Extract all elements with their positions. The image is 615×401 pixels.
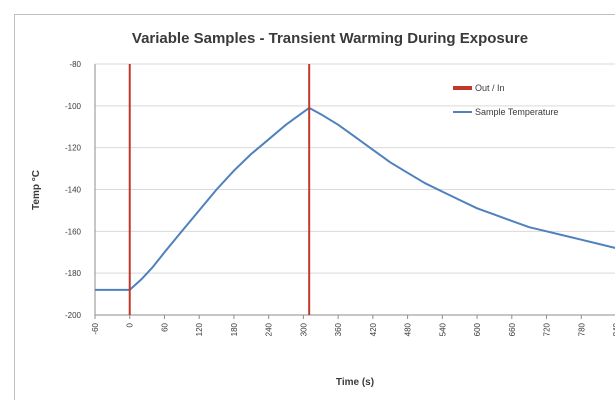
chart-frame: Variable Samples - Transient Warming Dur… bbox=[14, 14, 615, 400]
y-tick-label: -180 bbox=[65, 269, 82, 278]
x-tick-labels: -60 0 60 120 180 240 300 360 420 480 540 600 660 720 7… bbox=[91, 322, 615, 336]
legend: Out / In Sample Temperature bbox=[453, 83, 558, 117]
chart-svg: Variable Samples - Transient Warming Dur… bbox=[31, 30, 615, 388]
y-tick-labels: -80 -100 -120 -140 -160 -180 -200 bbox=[65, 60, 82, 320]
x-tick-label: 120 bbox=[195, 322, 204, 336]
legend-label-out-in: Out / In bbox=[475, 83, 505, 93]
x-tick-label: 780 bbox=[577, 322, 586, 336]
y-tick-label: -200 bbox=[65, 311, 82, 320]
series-line-sample-temperature bbox=[95, 106, 615, 291]
x-tick-label: 600 bbox=[473, 322, 482, 336]
axes bbox=[94, 64, 615, 319]
y-axis-label: Temp °C bbox=[31, 170, 42, 210]
x-tick-label: 180 bbox=[230, 322, 239, 336]
x-tick-label: 480 bbox=[404, 322, 413, 336]
x-tick-label: 540 bbox=[438, 322, 447, 336]
chart-title: Variable Samples - Transient Warming Dur… bbox=[132, 30, 528, 47]
y-tick-label: -120 bbox=[65, 144, 82, 153]
x-tick-label: 660 bbox=[508, 322, 517, 336]
y-tick-label: -140 bbox=[65, 186, 82, 195]
x-axis-label: Time (s) bbox=[336, 377, 374, 388]
marker-lines bbox=[128, 64, 311, 315]
x-tick-label: 720 bbox=[543, 322, 552, 336]
x-tick-label: 840 bbox=[612, 322, 615, 336]
x-tick-label: 0 bbox=[126, 322, 135, 327]
y-tick-label: -160 bbox=[65, 227, 82, 236]
series-lines bbox=[95, 106, 615, 291]
x-tick-label: 60 bbox=[160, 322, 169, 331]
x-tick-label: 240 bbox=[265, 322, 274, 336]
legend-label-sample-temperature: Sample Temperature bbox=[475, 107, 558, 117]
y-tick-label: -80 bbox=[69, 60, 81, 69]
x-tick-label: -60 bbox=[91, 322, 100, 334]
x-tick-label: 360 bbox=[334, 322, 343, 336]
x-tick-label: 300 bbox=[299, 322, 308, 336]
x-tick-label: 420 bbox=[369, 322, 378, 336]
y-tick-label: -100 bbox=[65, 102, 82, 111]
